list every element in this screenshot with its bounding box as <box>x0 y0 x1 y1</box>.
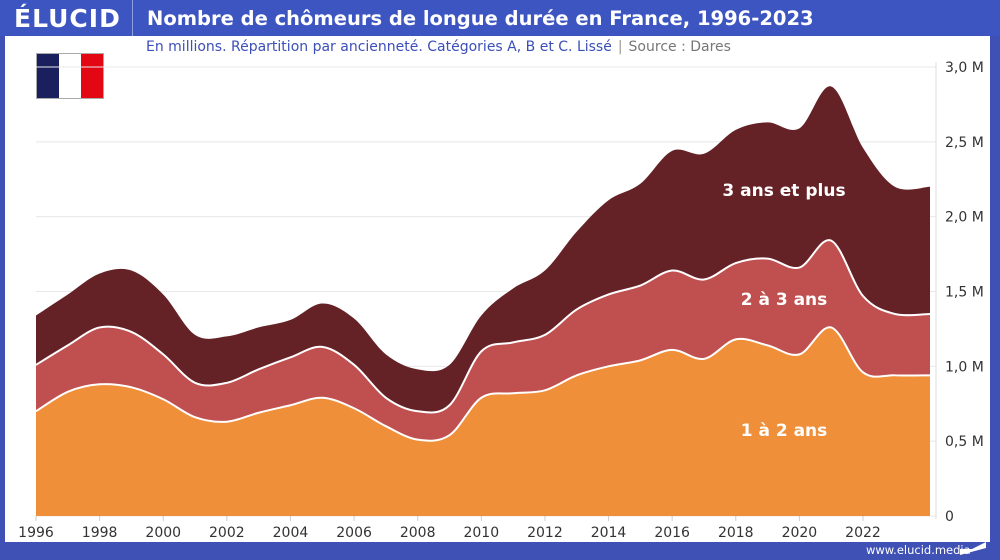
x-tick-label: 1998 <box>82 525 118 541</box>
x-tick-label: 2006 <box>336 525 372 541</box>
boundary-lines <box>35 239 931 442</box>
x-axis: 1996 1998 2000 2002 2004 2006 2008 2010 2012 2014… <box>18 516 881 541</box>
y-tick-label: 1,5 M <box>945 285 984 301</box>
x-tick-label: 2022 <box>845 525 881 541</box>
subtitle-separator: | <box>617 39 623 55</box>
source-text: Source : Dares <box>628 39 731 55</box>
header-bar: ÉLUCID Nombre de chômeurs de longue duré… <box>0 0 1000 36</box>
flag-stripe-blue <box>37 54 59 98</box>
area-1-a-2-ans <box>36 327 930 516</box>
elucid-mark-icon <box>960 542 986 555</box>
x-tick-label: 2014 <box>591 525 627 541</box>
area-layers <box>36 86 930 517</box>
label-1-a-2-ans: 1 à 2 ans <box>741 421 828 441</box>
y-tick-label: 2,0 M <box>945 210 984 226</box>
footer-url[interactable]: www.elucid.media <box>866 543 971 557</box>
y-tick-label: 0 <box>945 509 954 525</box>
x-tick-label: 2008 <box>400 525 436 541</box>
label-3-ans-et-plus: 3 ans et plus <box>722 181 845 201</box>
label-2-a-3-ans: 2 à 3 ans <box>741 290 828 310</box>
x-tick-label: 2012 <box>527 525 563 541</box>
y-tick-label: 3,0 M <box>945 60 984 76</box>
x-tick-label: 2016 <box>654 525 690 541</box>
elucid-logo: ÉLUCID <box>14 4 121 33</box>
x-tick-label: 2000 <box>145 525 181 541</box>
y-tick-label: 2,5 M <box>945 135 984 151</box>
x-tick-label: 2004 <box>273 525 309 541</box>
x-tick-label: 1996 <box>18 525 54 541</box>
header-divider <box>132 0 133 36</box>
y-tick-label: 0,5 M <box>945 434 984 450</box>
x-tick-label: 2018 <box>718 525 754 541</box>
subtitle-text: En millions. Répartition par ancienneté.… <box>146 39 612 55</box>
y-tick-label: 1,0 M <box>945 359 984 375</box>
area-labels: 3 ans et plus 2 à 3 ans 1 à 2 ans <box>722 181 845 441</box>
flag-stripe-red <box>81 54 103 98</box>
boundary-line <box>35 239 931 414</box>
y-axis: 0 0,5 M 1,0 M 1,5 M 2,0 M 2,5 M 3,0 M <box>935 60 984 525</box>
chart-title: Nombre de chômeurs de longue durée en Fr… <box>147 7 814 30</box>
flag-stripe-white <box>59 54 81 98</box>
chart-subtitle: En millions. Répartition par ancienneté.… <box>146 39 731 55</box>
x-tick-label: 2002 <box>209 525 245 541</box>
x-tick-label: 2010 <box>463 525 499 541</box>
x-tick-label: 2020 <box>782 525 818 541</box>
boundary-line <box>35 326 931 442</box>
france-flag-icon <box>36 53 104 99</box>
